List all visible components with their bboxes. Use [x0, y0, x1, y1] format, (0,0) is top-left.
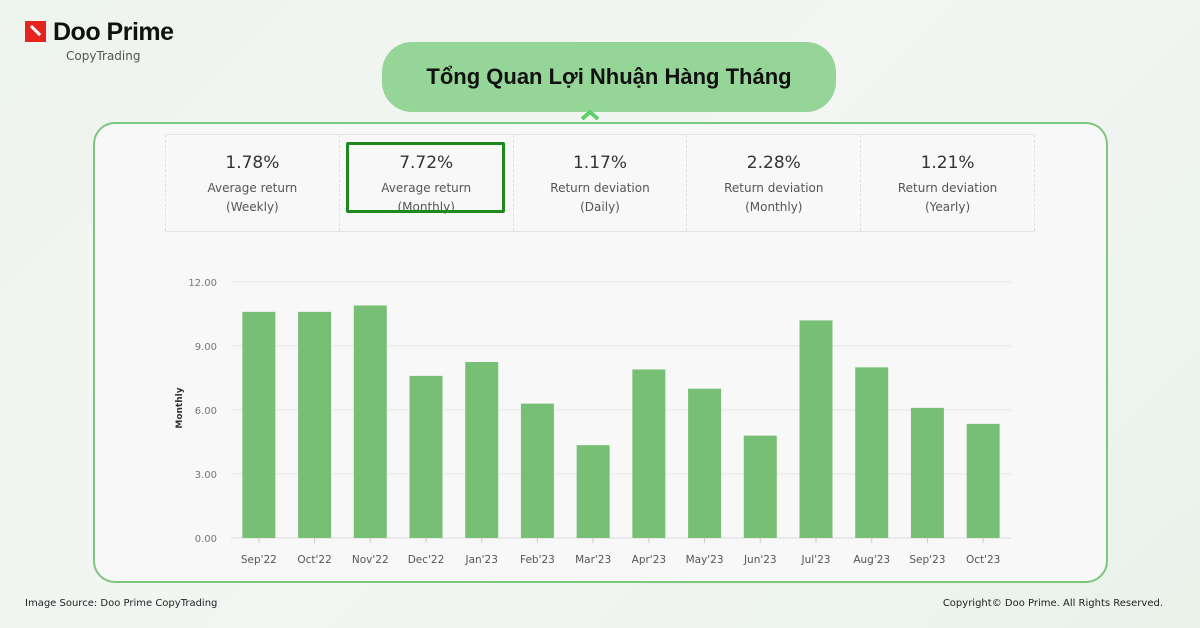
x-tick-label: Sep'23	[909, 554, 945, 566]
stat-value: 2.28%	[746, 153, 801, 173]
x-tick-label: May'23	[686, 554, 724, 566]
copyright: Copyright© Doo Prime. All Rights Reserve…	[942, 598, 1163, 609]
bar[interactable]	[409, 375, 443, 538]
stat-0[interactable]: 1.78% Average return (Weekly)	[165, 135, 339, 231]
bar[interactable]	[743, 435, 777, 538]
y-tick-label: 6.00	[195, 406, 217, 417]
stats-row: 1.78% Average return (Weekly) 7.72% Average…	[165, 134, 1035, 232]
stat-label: Return deviation (Monthly)	[724, 181, 824, 214]
y-tick-label: 0.00	[195, 534, 217, 545]
bar[interactable]	[910, 407, 944, 538]
bar[interactable]	[799, 320, 833, 538]
x-tick-label: Dec'22	[408, 554, 445, 566]
bar[interactable]	[576, 445, 610, 538]
stat-2[interactable]: 1.17% Return deviation (Daily)	[512, 135, 687, 231]
y-tick-label: 3.00	[195, 470, 217, 481]
x-tick-label: Sep'22	[241, 554, 277, 566]
stat-label: Average return (Weekly)	[207, 181, 298, 214]
page-title: Tổng Quan Lợi Nhuận Hàng Tháng	[382, 42, 836, 112]
x-tick-label: Feb'23	[520, 554, 555, 566]
bar[interactable]	[966, 423, 1000, 538]
logo-mark-icon	[25, 21, 46, 42]
brand-sub: CopyTrading	[66, 49, 141, 63]
stat-value: 1.17%	[572, 153, 627, 173]
y-tick-label: 12.00	[188, 278, 217, 289]
stat-label: Return deviation (Yearly)	[897, 181, 998, 214]
x-tick-label: Jun'23	[743, 554, 777, 566]
x-tick-label: Jul'23	[801, 554, 831, 566]
stat-value: 1.78%	[225, 153, 280, 173]
x-tick-label: Nov'22	[352, 554, 389, 566]
stat-3[interactable]: 2.28% Return deviation (Monthly)	[686, 135, 860, 231]
x-tick-label: Oct'23	[966, 554, 1000, 566]
bar[interactable]	[855, 367, 889, 538]
chevron-up-icon	[580, 109, 600, 120]
x-tick-label: Apr'23	[632, 554, 666, 566]
y-axis-label: Monthly	[175, 387, 185, 428]
stat-value: 1.21%	[920, 153, 975, 173]
stat-4[interactable]: 1.21% Return deviation (Yearly)	[860, 135, 1035, 231]
x-tick-label: Oct'22	[297, 554, 331, 566]
x-tick-label: Jan'23	[464, 554, 497, 566]
bar[interactable]	[688, 388, 722, 538]
image-source: Image Source: Doo Prime CopyTrading	[25, 598, 218, 609]
stat-label: Return deviation (Daily)	[550, 181, 650, 214]
bar[interactable]	[353, 305, 387, 538]
stat-1[interactable]: 7.72% Average return (Monthly)	[338, 135, 513, 231]
x-tick-label: Aug'23	[853, 554, 890, 566]
brand-name: Doo Prime	[53, 18, 174, 46]
bar[interactable]	[632, 369, 666, 538]
bar[interactable]	[242, 311, 276, 538]
y-tick-label: 9.00	[195, 342, 217, 353]
bar[interactable]	[465, 362, 499, 538]
bar[interactable]	[520, 403, 554, 538]
bar[interactable]	[298, 311, 332, 538]
x-tick-label: Mar'23	[575, 554, 611, 566]
